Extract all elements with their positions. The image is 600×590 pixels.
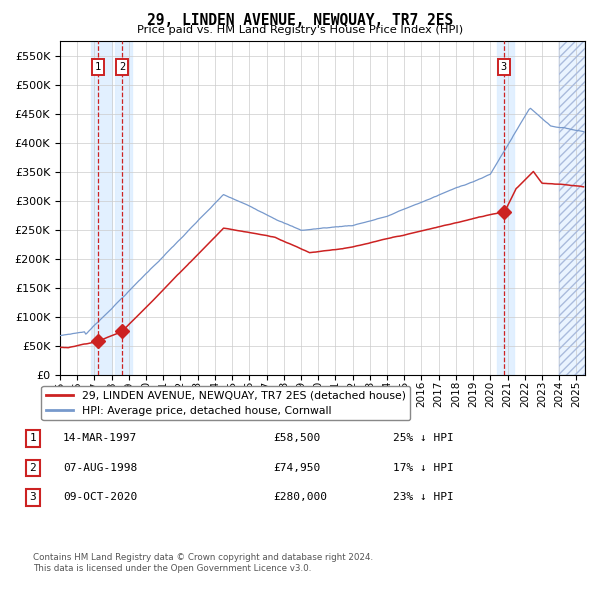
Text: 07-AUG-1998: 07-AUG-1998: [63, 463, 137, 473]
Text: 25% ↓ HPI: 25% ↓ HPI: [393, 434, 454, 443]
Text: 14-MAR-1997: 14-MAR-1997: [63, 434, 137, 443]
Text: 29, LINDEN AVENUE, NEWQUAY, TR7 2ES: 29, LINDEN AVENUE, NEWQUAY, TR7 2ES: [147, 13, 453, 28]
Text: 3: 3: [500, 63, 507, 73]
Text: 2: 2: [119, 63, 125, 73]
Text: 09-OCT-2020: 09-OCT-2020: [63, 493, 137, 502]
Text: £280,000: £280,000: [273, 493, 327, 502]
Legend: 29, LINDEN AVENUE, NEWQUAY, TR7 2ES (detached house), HPI: Average price, detach: 29, LINDEN AVENUE, NEWQUAY, TR7 2ES (det…: [41, 386, 410, 420]
Text: 1: 1: [95, 63, 101, 73]
Bar: [559, 41, 585, 375]
Bar: [91, 41, 112, 375]
Bar: [559, 41, 585, 375]
Text: This data is licensed under the Open Government Licence v3.0.: This data is licensed under the Open Gov…: [33, 565, 311, 573]
Bar: [115, 41, 132, 375]
Bar: [497, 41, 514, 375]
Text: Contains HM Land Registry data © Crown copyright and database right 2024.: Contains HM Land Registry data © Crown c…: [33, 553, 373, 562]
Text: 23% ↓ HPI: 23% ↓ HPI: [393, 493, 454, 502]
Text: 2: 2: [29, 463, 37, 473]
Text: 1: 1: [29, 434, 37, 443]
Text: 17% ↓ HPI: 17% ↓ HPI: [393, 463, 454, 473]
Text: Price paid vs. HM Land Registry's House Price Index (HPI): Price paid vs. HM Land Registry's House …: [137, 25, 463, 35]
Text: £58,500: £58,500: [273, 434, 320, 443]
Text: 3: 3: [29, 493, 37, 502]
Text: £74,950: £74,950: [273, 463, 320, 473]
